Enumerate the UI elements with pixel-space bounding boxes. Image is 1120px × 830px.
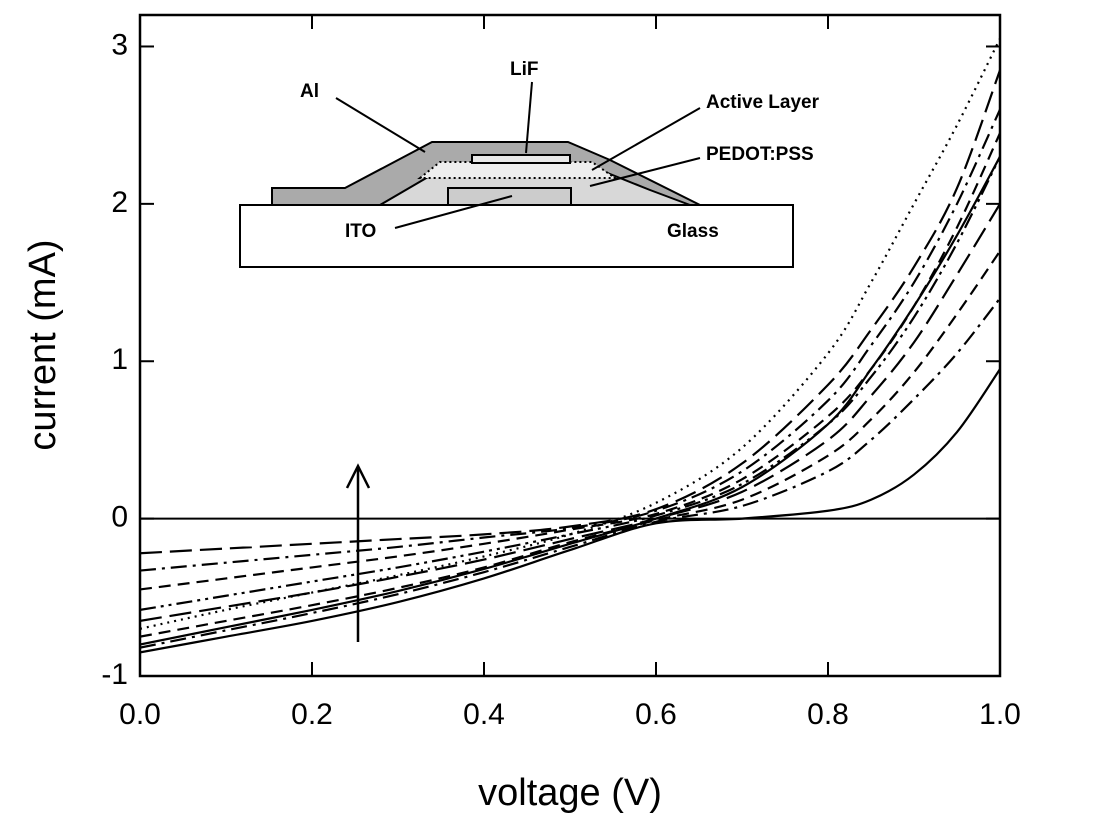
x-axis-label: voltage (V)	[478, 772, 662, 814]
lif-layer	[471, 154, 571, 164]
pointer	[591, 107, 701, 171]
annotation: Active Layer	[706, 92, 820, 113]
y-tick-label: 3	[111, 28, 128, 61]
active-dots	[417, 161, 619, 179]
y-tick-label: 2	[111, 186, 128, 219]
annotation: Glass	[667, 221, 719, 242]
iv-curve	[140, 250, 1000, 638]
x-tick-label: 0.2	[291, 698, 333, 731]
annotation: PEDOT:PSS	[706, 144, 814, 165]
x-tick-label: 0.4	[463, 698, 505, 731]
iv-curve	[140, 297, 1000, 649]
pointer	[335, 97, 426, 153]
iv-curve	[140, 203, 1000, 623]
iv-curve	[140, 108, 1000, 572]
plot-frame	[138, 13, 1002, 678]
iv-curve	[140, 38, 1000, 630]
x-tick-label: 0.6	[635, 698, 677, 731]
annotation: Al	[300, 81, 319, 102]
iv-curve	[140, 69, 1000, 555]
annotation: ITO	[345, 221, 376, 242]
pointer	[589, 157, 701, 187]
x-tick-label: 0.0	[119, 698, 161, 731]
device-inset	[239, 81, 794, 268]
y-tick-label: 0	[111, 501, 128, 534]
iv-curve	[140, 368, 1000, 654]
x-tick-label: 1.0	[979, 698, 1021, 731]
y-tick-label: -1	[101, 658, 128, 691]
pointer	[394, 195, 513, 229]
pointer	[525, 81, 533, 154]
x-tick-label: 0.8	[807, 698, 849, 731]
glass-layer	[239, 204, 794, 268]
trend-arrow	[345, 463, 371, 642]
iv-curve	[140, 156, 1000, 611]
y-axis-label: current (mA)	[22, 239, 64, 450]
y-tick-label: 1	[111, 343, 128, 376]
annotation: LiF	[510, 59, 539, 80]
